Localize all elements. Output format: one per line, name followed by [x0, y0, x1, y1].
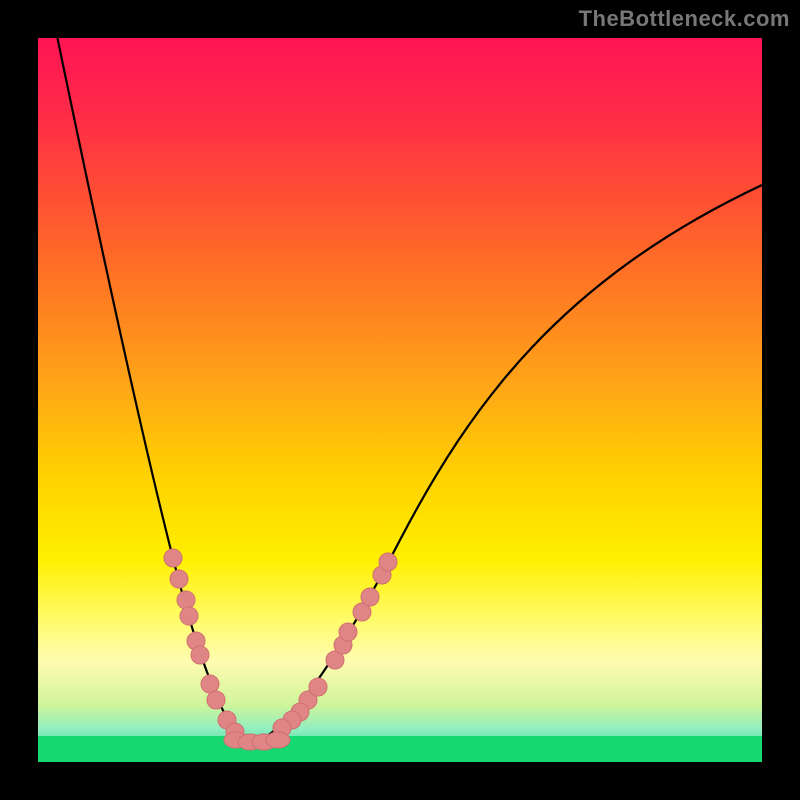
data-point — [164, 549, 182, 567]
canvas: TheBottleneck.com — [0, 0, 800, 800]
data-point — [309, 678, 327, 696]
data-point — [207, 691, 225, 709]
data-point-bottom — [266, 732, 290, 748]
data-point — [180, 607, 198, 625]
data-point — [201, 675, 219, 693]
chart-svg — [0, 0, 800, 800]
watermark-text: TheBottleneck.com — [579, 6, 790, 32]
data-point — [177, 591, 195, 609]
data-point — [379, 553, 397, 571]
data-point — [170, 570, 188, 588]
data-point — [361, 588, 379, 606]
data-point — [191, 646, 209, 664]
data-point — [339, 623, 357, 641]
baseline-band — [38, 736, 762, 762]
plot-background — [38, 38, 762, 762]
